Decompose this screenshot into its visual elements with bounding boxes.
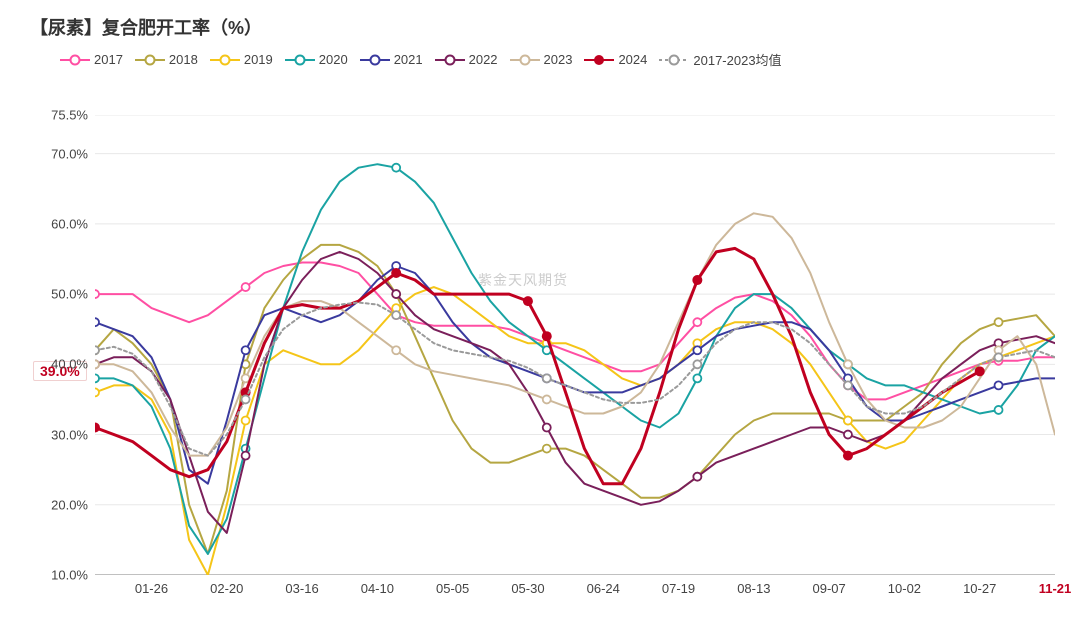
- marker: [391, 268, 401, 278]
- marker: [543, 395, 551, 403]
- y-tick-label: 50.0%: [40, 287, 88, 302]
- y-tick-label: 70.0%: [40, 146, 88, 161]
- legend-swatch: [584, 53, 614, 67]
- marker: [95, 360, 99, 368]
- marker: [95, 290, 99, 298]
- y-tick-label: 30.0%: [40, 427, 88, 442]
- x-tick-label: 10-27: [963, 581, 996, 596]
- marker: [542, 331, 552, 341]
- x-tick-label: 01-26: [135, 581, 168, 596]
- legend-item-2017[interactable]: 2017: [60, 52, 123, 67]
- legend-swatch: [135, 53, 165, 67]
- marker: [242, 452, 250, 460]
- marker: [242, 346, 250, 354]
- marker: [95, 423, 100, 433]
- chart-container: 【尿素】复合肥开工率（%） 20172018201920202021202220…: [0, 0, 1080, 630]
- legend-item-2020[interactable]: 2020: [285, 52, 348, 67]
- marker: [95, 388, 99, 396]
- y-tick-label: 10.0%: [40, 568, 88, 583]
- legend-swatch: [659, 53, 689, 67]
- legend-label: 2020: [319, 52, 348, 67]
- series-2017: [95, 263, 1055, 400]
- marker: [242, 416, 250, 424]
- marker: [392, 290, 400, 298]
- legend-swatch: [60, 53, 90, 67]
- legend-label: 2018: [169, 52, 198, 67]
- chart-title: 【尿素】复合肥开工率（%）: [30, 14, 262, 40]
- legend-label: 2023: [544, 52, 573, 67]
- marker: [844, 360, 852, 368]
- legend-label: 2017-2023均值: [693, 50, 781, 69]
- legend-swatch: [510, 53, 540, 67]
- marker: [523, 296, 533, 306]
- marker: [844, 431, 852, 439]
- x-tick-label: 05-05: [436, 581, 469, 596]
- legend-item-2023[interactable]: 2023: [510, 52, 573, 67]
- marker: [392, 311, 400, 319]
- legend-item-2018[interactable]: 2018: [135, 52, 198, 67]
- plot-area: [95, 115, 1055, 575]
- marker: [844, 416, 852, 424]
- marker: [95, 318, 99, 326]
- x-tick-label: 03-16: [285, 581, 318, 596]
- marker: [543, 424, 551, 432]
- legend-swatch: [285, 53, 315, 67]
- x-tick-label: 04-10: [361, 581, 394, 596]
- marker: [242, 395, 250, 403]
- marker: [543, 445, 551, 453]
- legend-swatch: [435, 53, 465, 67]
- plot-svg: [95, 115, 1055, 575]
- marker: [543, 374, 551, 382]
- x-tick-label: 10-02: [888, 581, 921, 596]
- y-tick-label: 40.0%: [40, 357, 88, 372]
- legend-label: 2022: [469, 52, 498, 67]
- legend-item-2024[interactable]: 2024: [584, 52, 647, 67]
- x-tick-label: 11-21: [1039, 581, 1072, 596]
- y-tick-label: 20.0%: [40, 497, 88, 512]
- y-tick-label: 75.5%: [40, 108, 88, 123]
- x-tick-label: 09-07: [812, 581, 845, 596]
- marker: [693, 473, 701, 481]
- marker: [95, 374, 99, 382]
- marker: [844, 381, 852, 389]
- legend-swatch: [360, 53, 390, 67]
- legend: 2017 2018 2019 2020 2021 2022 2023 2024 2017-202…: [60, 50, 782, 69]
- legend-label: 2024: [618, 52, 647, 67]
- legend-swatch: [210, 53, 240, 67]
- marker: [995, 318, 1003, 326]
- marker: [975, 366, 985, 376]
- x-tick-label: 05-30: [511, 581, 544, 596]
- marker: [995, 381, 1003, 389]
- legend-item-2017-2023均值[interactable]: 2017-2023均值: [659, 50, 781, 69]
- marker: [693, 374, 701, 382]
- marker: [995, 406, 1003, 414]
- marker: [242, 283, 250, 291]
- marker: [843, 451, 853, 461]
- legend-label: 2019: [244, 52, 273, 67]
- x-tick-label: 07-19: [662, 581, 695, 596]
- y-tick-label: 60.0%: [40, 216, 88, 231]
- x-tick-label: 02-20: [210, 581, 243, 596]
- x-tick-label: 08-13: [737, 581, 770, 596]
- series-2020: [95, 164, 1055, 554]
- marker: [392, 164, 400, 172]
- legend-label: 2017: [94, 52, 123, 67]
- series-2017-2023均值: [95, 303, 1055, 456]
- legend-item-2019[interactable]: 2019: [210, 52, 273, 67]
- marker: [693, 318, 701, 326]
- marker: [995, 353, 1003, 361]
- legend-label: 2021: [394, 52, 423, 67]
- marker: [692, 275, 702, 285]
- marker: [693, 346, 701, 354]
- legend-item-2021[interactable]: 2021: [360, 52, 423, 67]
- marker: [392, 346, 400, 354]
- marker: [693, 360, 701, 368]
- x-tick-label: 06-24: [587, 581, 620, 596]
- legend-item-2022[interactable]: 2022: [435, 52, 498, 67]
- marker: [95, 346, 99, 354]
- series-2019: [95, 287, 1055, 575]
